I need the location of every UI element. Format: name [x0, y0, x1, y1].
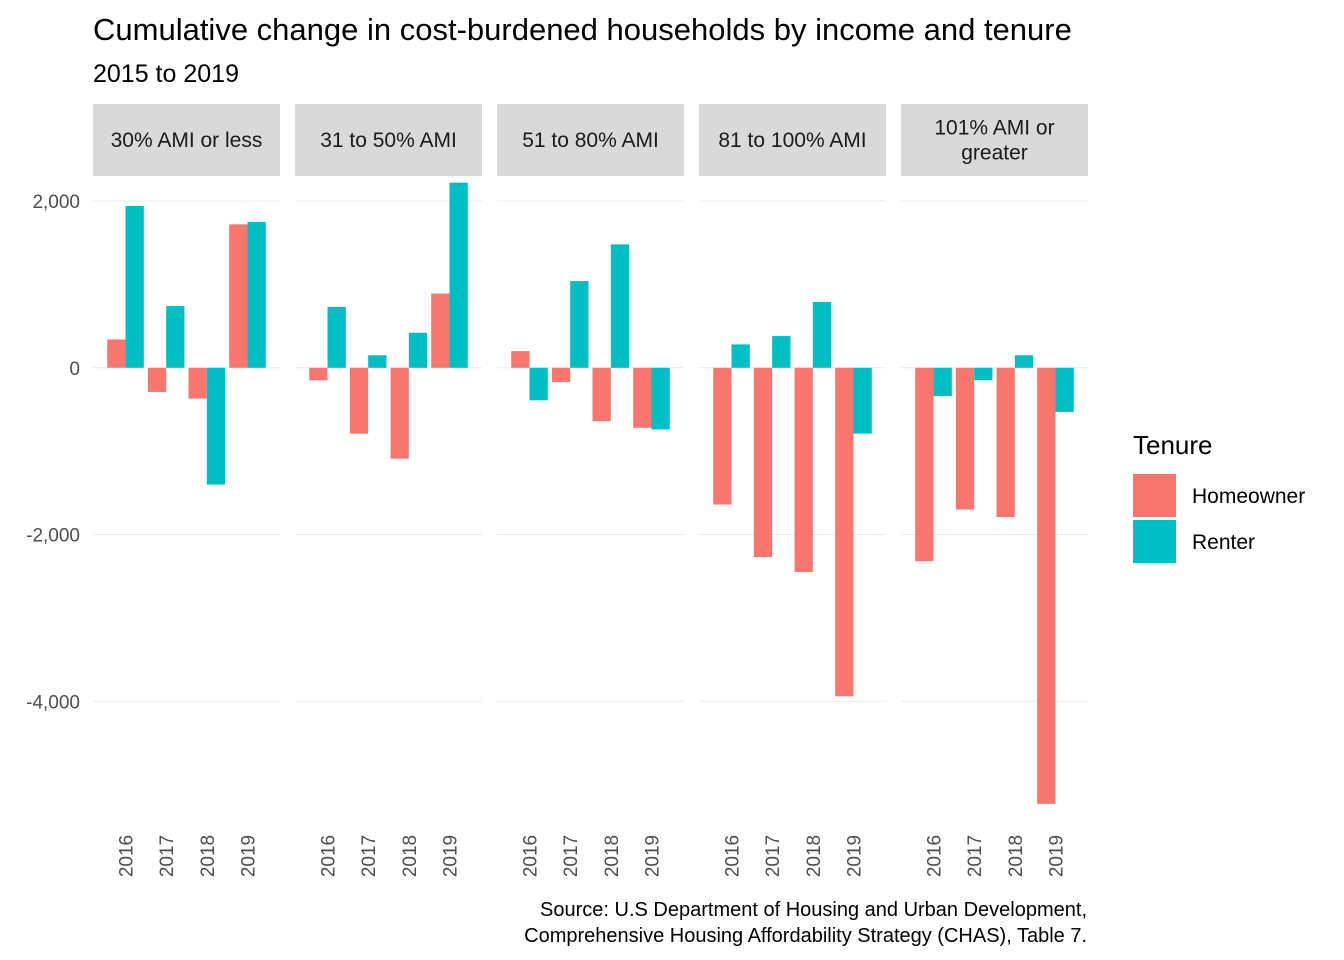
y-tick-label: 2,000 — [32, 192, 80, 213]
bar-homeowner-2019 — [633, 367, 652, 428]
bar-renter-2019 — [449, 182, 468, 368]
caption-line: Source: U.S Department of Housing and Ur… — [540, 899, 1087, 921]
bar-renter-2019 — [247, 221, 266, 368]
bar-homeowner-2018 — [592, 367, 611, 422]
bar-homeowner-2017 — [349, 367, 369, 434]
bar-renter-2016 — [125, 206, 144, 368]
bar-homeowner-2016 — [309, 367, 328, 381]
facet-strip — [295, 104, 482, 176]
chart-title: Cumulative change in cost-burdened house… — [93, 12, 1072, 47]
x-tick-label: 2018 — [804, 835, 825, 877]
bar-homeowner-2018 — [390, 367, 409, 459]
legend-label: Homeowner — [1192, 485, 1305, 508]
caption: Source: U.S Department of Housing and Ur… — [524, 899, 1087, 947]
x-tick-label: 2018 — [198, 835, 219, 877]
bar-homeowner-2016 — [107, 339, 126, 368]
bar-homeowner-2019 — [835, 367, 854, 697]
x-tick-label: 2016 — [117, 835, 138, 877]
x-tick-label: 2019 — [844, 835, 865, 877]
facet-label: greater — [961, 142, 1028, 165]
bar-homeowner-2019 — [431, 293, 450, 368]
facet-label: 51 to 80% AMI — [522, 129, 659, 152]
bar-homeowner-2017 — [955, 367, 975, 510]
bar-renter-2019 — [651, 367, 670, 430]
bar-renter-2017 — [974, 367, 993, 381]
x-tick-label: 2019 — [1046, 835, 1067, 877]
bar-renter-2018 — [408, 332, 428, 368]
facet-label: 81 to 100% AMI — [718, 129, 866, 152]
x-tick-label: 2019 — [642, 835, 663, 877]
bar-homeowner-2018 — [188, 367, 207, 399]
bar-renter-2019 — [853, 367, 872, 434]
x-tick-label: 2019 — [440, 835, 461, 877]
x-tick-label: 2016 — [925, 835, 946, 877]
x-tick-label: 2016 — [723, 835, 744, 877]
x-tick-label: 2017 — [965, 835, 986, 877]
legend-key-homeowner — [1133, 474, 1176, 517]
bar-renter-2016 — [529, 367, 548, 401]
x-tick-label: 2017 — [763, 835, 784, 877]
facet-label: 30% AMI or less — [111, 129, 263, 152]
x-tick-label: 2016 — [521, 835, 542, 877]
x-tick-label: 2017 — [561, 835, 582, 877]
bar-renter-2017 — [570, 281, 589, 368]
bar-homeowner-2017 — [147, 367, 167, 392]
x-tick-label: 2017 — [157, 835, 178, 877]
x-tick-label: 2018 — [602, 835, 623, 877]
facet-strips: 30% AMI or less 31 to 50% AMI 51 to 80% AM… — [93, 104, 1088, 176]
legend-label: Renter — [1192, 531, 1255, 554]
bar-renter-2018 — [1014, 355, 1034, 368]
bar-homeowner-2017 — [753, 367, 773, 558]
bar-renter-2018 — [610, 244, 630, 368]
facet-label: 101% AMI or — [934, 117, 1054, 140]
x-tick-label: 2016 — [319, 835, 340, 877]
bar-renter-2017 — [368, 355, 387, 368]
facet-strip — [901, 104, 1088, 176]
legend-title: Tenure — [1133, 430, 1213, 460]
bar-homeowner-2018 — [794, 367, 813, 573]
facet-label: 31 to 50% AMI — [320, 129, 457, 152]
bar-renter-2018 — [812, 301, 832, 368]
facet-strip — [93, 104, 280, 176]
y-tick-label: 0 — [69, 359, 80, 380]
legend-key-renter — [1133, 520, 1176, 563]
x-tick-label: 2018 — [1006, 835, 1027, 877]
x-tick-label: 2017 — [359, 835, 380, 877]
y-tick-label: -2,000 — [26, 526, 80, 547]
bar-renter-2018 — [206, 367, 226, 485]
x-axis: 2016 2017 2018 2019 2016 2017 2018 2019 2016 2017… — [117, 835, 1068, 877]
bar-renter-2016 — [731, 344, 750, 368]
bar-homeowner-2018 — [996, 367, 1015, 518]
bar-renter-2016 — [327, 306, 346, 368]
chart-subtitle: 2015 to 2019 — [93, 60, 239, 88]
caption-line: Comprehensive Housing Affordability Stra… — [524, 925, 1087, 947]
facet-strip — [699, 104, 886, 176]
bar-homeowner-2016 — [915, 367, 934, 562]
bar-homeowner-2017 — [551, 367, 571, 382]
facet-strip — [497, 104, 684, 176]
bar-renter-2016 — [933, 367, 952, 397]
bar-renter-2017 — [772, 336, 791, 368]
y-tick-label: -4,000 — [26, 692, 80, 713]
bar-renter-2019 — [1055, 367, 1074, 412]
y-axis: 2,000 0 -2,000 -4,000 — [26, 192, 80, 713]
bar-homeowner-2019 — [229, 224, 248, 368]
legend: Tenure Homeowner Renter — [1133, 430, 1305, 563]
x-tick-label: 2019 — [238, 835, 259, 877]
x-tick-label: 2018 — [400, 835, 421, 877]
bar-homeowner-2016 — [511, 351, 530, 368]
bar-renter-2017 — [166, 306, 185, 368]
bar-homeowner-2016 — [713, 367, 732, 505]
bar-homeowner-2019 — [1037, 367, 1056, 804]
bars — [107, 182, 1074, 804]
